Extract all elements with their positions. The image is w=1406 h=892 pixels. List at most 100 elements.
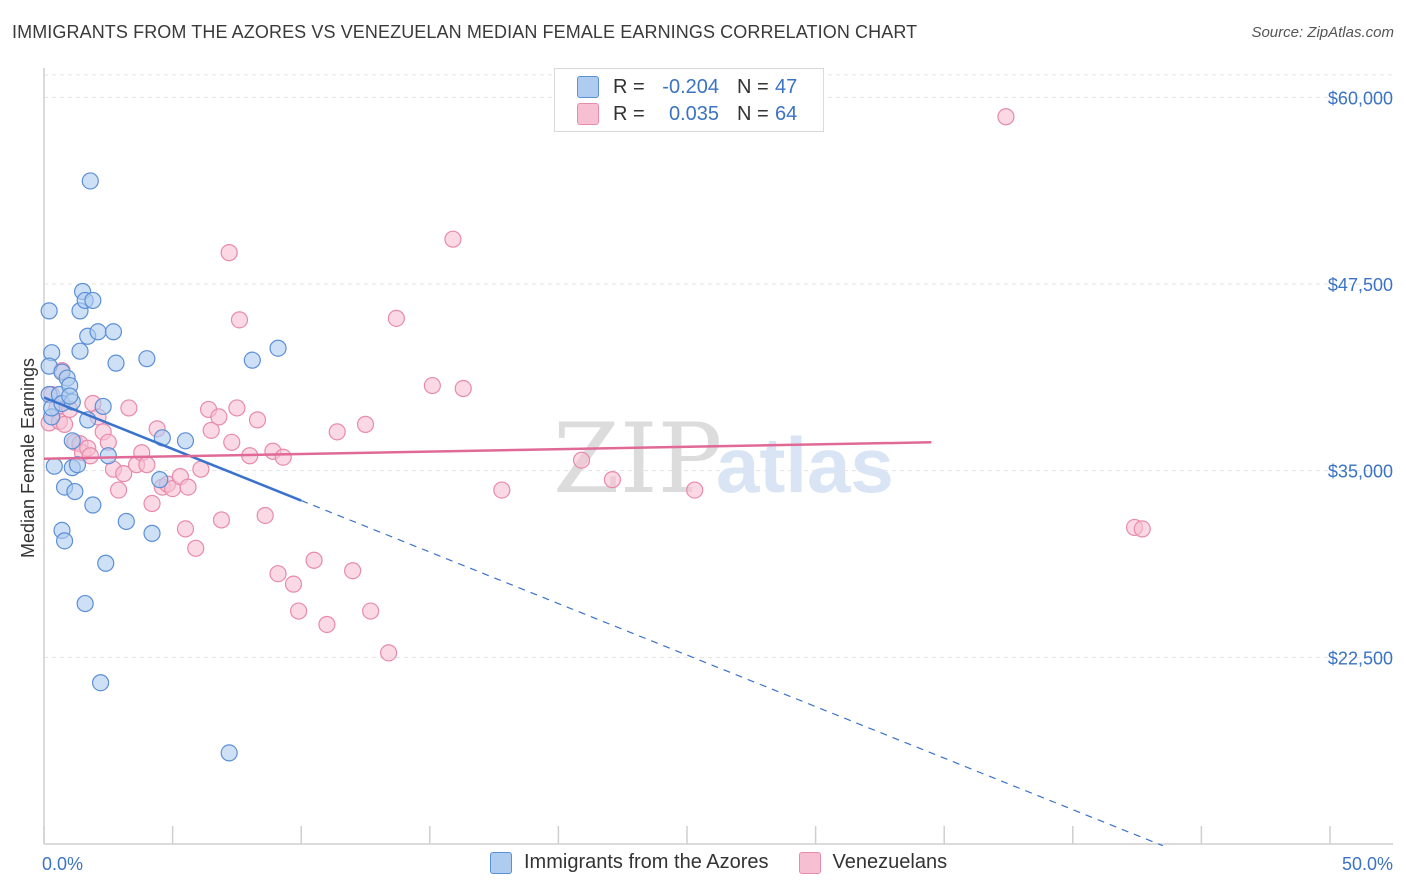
r-label: R = — [613, 102, 645, 125]
azores-point — [91, 674, 110, 692]
ven-point — [454, 379, 472, 398]
ven-point — [187, 539, 205, 557]
azores-point — [220, 744, 238, 762]
ven-point — [328, 423, 346, 441]
azores-point — [97, 554, 115, 572]
y-tick-labels: $22,500 $35,000 $47,500 $60,000 — [1328, 88, 1393, 668]
ven-point — [220, 244, 238, 262]
legend-label-azores: Immigrants from the Azores — [524, 851, 769, 873]
ven-point — [356, 415, 375, 433]
series-legend: Immigrants from the Azores Venezuelans — [490, 851, 977, 874]
n-value-azores: 47 — [775, 75, 798, 98]
azores-point — [68, 456, 87, 474]
ven-point — [997, 108, 1015, 126]
azores-point — [61, 387, 79, 405]
legend-label-venezuelans: Venezuelans — [832, 851, 948, 873]
ven-point — [120, 399, 138, 417]
ven-point — [686, 481, 704, 499]
y-tick-label: $22,500 — [1328, 648, 1393, 668]
ven-point — [176, 520, 195, 538]
ven-point — [138, 456, 156, 474]
venezuelans-swatch — [577, 103, 599, 125]
ven-point — [228, 399, 246, 417]
ven-point — [115, 465, 133, 483]
r-value-azores: -0.204 — [662, 75, 719, 98]
ven-point — [55, 415, 74, 433]
axes — [43, 68, 1393, 845]
ven-point — [305, 551, 323, 569]
ven-point — [230, 311, 249, 329]
legend-item-venezuelans: Venezuelans — [798, 851, 948, 874]
ven-point — [248, 411, 267, 429]
ven-point — [387, 309, 405, 327]
azores-point — [89, 323, 107, 341]
ven-point — [223, 433, 241, 451]
azores-point — [81, 172, 99, 190]
n-label: N = — [737, 102, 769, 125]
venezuelans-trend-line — [43, 441, 932, 460]
azores-point — [117, 512, 135, 531]
ven-point — [493, 481, 511, 499]
azores-point — [94, 397, 112, 416]
azores-point — [176, 432, 195, 450]
legend-row-venezuelans: R = 0.035 N = 64 — [577, 102, 797, 126]
y-tick-label: $60,000 — [1328, 88, 1393, 108]
azores-points — [40, 172, 287, 762]
r-label: R = — [613, 75, 645, 98]
ven-point — [202, 421, 220, 439]
azores-trend-extension — [300, 499, 1164, 847]
ven-point — [1133, 520, 1151, 538]
azores-point — [84, 496, 102, 514]
azores-point — [71, 342, 89, 360]
azores-point — [138, 350, 156, 368]
x-axis-max-label: 50.0% — [1342, 854, 1393, 874]
ven-point — [362, 602, 380, 620]
azores-point — [63, 432, 81, 450]
y-axis-label: Median Female Earnings — [18, 358, 38, 558]
ven-point — [603, 471, 622, 489]
azores-swatch — [577, 76, 599, 98]
azores-trend-line — [43, 396, 302, 502]
y-tick-label: $47,500 — [1328, 275, 1393, 295]
r-value-venezuelans: 0.035 — [668, 102, 719, 125]
ven-point — [423, 376, 441, 395]
venezuelans-swatch — [798, 851, 821, 874]
azores-point — [45, 457, 63, 475]
azores-point — [269, 339, 287, 357]
legend-item-azores: Immigrants from the Azores — [490, 851, 769, 874]
ven-point — [210, 408, 228, 426]
venezuelans-points — [40, 108, 1151, 662]
watermark: ZIP atlas — [553, 403, 894, 515]
ven-point — [269, 565, 287, 583]
azores-point — [107, 354, 125, 372]
ven-point — [444, 230, 462, 248]
n-value-venezuelans: 64 — [775, 102, 798, 125]
ven-point — [572, 451, 591, 469]
azores-point — [40, 302, 58, 320]
azores-point — [99, 447, 117, 465]
ven-point — [284, 575, 303, 593]
source-credit: Source: ZipAtlas.com — [1251, 24, 1394, 41]
ven-point — [380, 644, 398, 662]
azores-point — [143, 524, 161, 542]
y-tick-label: $35,000 — [1328, 462, 1393, 482]
ven-point — [143, 494, 161, 513]
ven-point — [274, 448, 292, 466]
azores-point — [66, 482, 84, 501]
ven-point — [179, 478, 197, 496]
chart-title: IMMIGRANTS FROM THE AZORES VS VENEZUELAN… — [12, 22, 918, 42]
ven-point — [318, 615, 336, 634]
azores-point — [76, 594, 94, 613]
azores-point — [104, 323, 123, 341]
legend-row-azores: R = -0.204 N = 47 — [577, 75, 797, 99]
azores-swatch — [490, 851, 512, 874]
azores-point — [84, 291, 102, 310]
ven-point — [81, 447, 99, 465]
x-axis-min-label: 0.0% — [42, 854, 83, 874]
correlation-legend: R = -0.204 N = 47 R = 0.035 N = 64 — [554, 68, 824, 132]
azores-point — [55, 532, 74, 550]
trend-lines — [43, 396, 1164, 847]
azores-point — [243, 351, 261, 369]
ven-point — [212, 511, 231, 529]
